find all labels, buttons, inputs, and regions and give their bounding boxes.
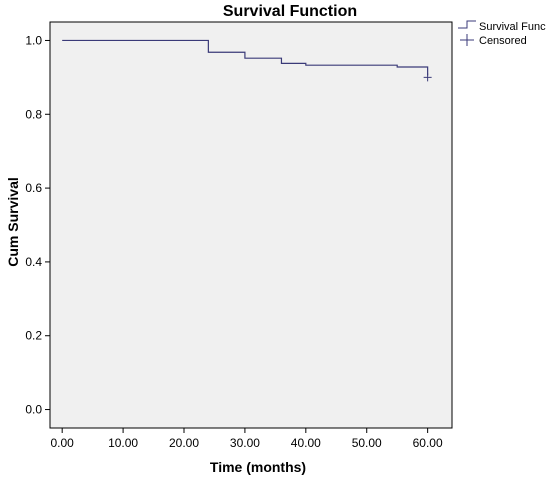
axis-ticks: 0.00 10.00 20.00 30.00 40.00 50.00 60.00 0.0 0.2…: [25, 33, 443, 450]
censored-mark-0: [423, 73, 432, 82]
chart-title: Survival Function: [223, 3, 357, 20]
y-tick-label-3: 0.6: [25, 181, 42, 195]
y-tick-label-2: 0.4: [25, 255, 42, 269]
legend-survival-swatch: [458, 20, 476, 29]
x-axis-label: Time (months): [210, 459, 306, 475]
y-tick-label-4: 0.8: [25, 107, 42, 121]
series-layer: [62, 39, 432, 82]
x-tick-label-1: 10.00: [108, 436, 138, 450]
survival-step-line-0: [62, 39, 429, 76]
plot-area: [49, 21, 453, 429]
y-tick-label-5: 1.0: [25, 33, 42, 47]
x-tick-label-6: 60.00: [413, 436, 443, 450]
y-tick-label-0: 0.0: [25, 403, 42, 417]
x-tick-label-0: 0.00: [51, 436, 75, 450]
legend-survival-label: Survival Func: [479, 21, 546, 33]
legend-censored-label: Censored: [479, 35, 527, 47]
legend: Survival Func Censored: [458, 20, 546, 47]
y-tick-label-1: 0.2: [25, 329, 42, 343]
x-tick-label-5: 50.00: [352, 436, 382, 450]
x-tick-label-4: 40.00: [291, 436, 321, 450]
x-tick-label-2: 20.00: [169, 436, 199, 450]
x-tick-label-3: 30.00: [230, 436, 260, 450]
y-axis-label: Cum Survival: [5, 177, 21, 266]
